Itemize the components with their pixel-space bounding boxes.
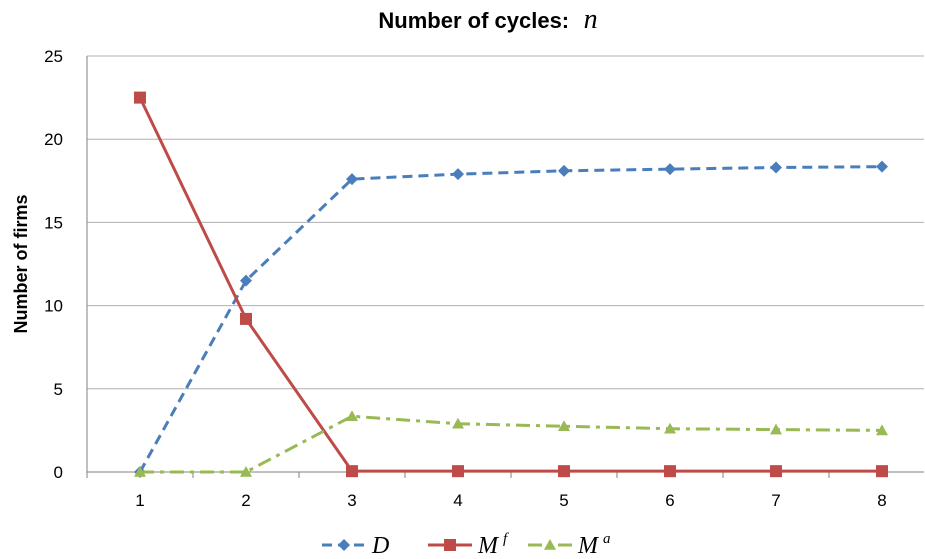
series-group: [134, 91, 888, 478]
series-line: [138, 165, 883, 473]
y-tick-label: 20: [44, 130, 63, 149]
y-tick-label: 5: [54, 380, 63, 399]
data-point: [452, 465, 464, 478]
x-tick-label: 5: [559, 491, 568, 510]
legend-marker: [544, 539, 556, 550]
data-point: [664, 422, 676, 434]
legend-label-name: D: [371, 533, 389, 559]
data-point: [240, 274, 252, 287]
legend-marker: [444, 539, 456, 551]
data-point: [876, 465, 888, 478]
series-M-a: [134, 410, 888, 477]
series-D: [134, 160, 888, 478]
x-tick-label: 1: [135, 491, 144, 510]
legend-marker: [338, 539, 350, 551]
y-tick-label: 10: [44, 297, 63, 316]
data-point: [134, 91, 146, 104]
data-point: [346, 410, 358, 422]
y-tick-label: 25: [44, 47, 63, 66]
data-point: [664, 163, 676, 176]
legend-item: D: [322, 533, 389, 559]
data-point: [770, 161, 782, 174]
data-point: [452, 417, 464, 429]
legend-label: D: [371, 533, 389, 559]
x-tick-label: 6: [665, 491, 674, 510]
chart-title-variable: n: [584, 4, 598, 35]
axes: [86, 56, 924, 478]
data-point: [770, 423, 782, 435]
legend-label-name: M: [477, 533, 500, 559]
x-tick-label: 3: [347, 491, 356, 510]
gridlines: [87, 55, 924, 390]
data-point: [558, 164, 570, 177]
series-M-f: [134, 91, 888, 478]
data-point: [558, 465, 570, 478]
y-tick-label: 0: [54, 463, 63, 482]
chart-title-prefix: Number of cycles:: [378, 8, 569, 33]
legend-label-superscript: f: [503, 531, 509, 547]
chart-title: Number of cycles: n: [378, 4, 597, 35]
data-point: [240, 466, 252, 477]
data-point: [664, 465, 676, 478]
data-point: [134, 466, 146, 477]
x-tick-label: 8: [877, 491, 886, 510]
y-axis-label: Number of firms: [11, 194, 31, 333]
data-point: [770, 465, 782, 478]
legend-label-superscript: a: [603, 531, 611, 547]
x-tick-label: 2: [241, 491, 250, 510]
tick-labels: 0 5 10 15 20 25 1 2 3 4 5 6 7 8: [44, 47, 887, 510]
data-point: [240, 312, 252, 325]
x-tick-label: 4: [453, 491, 462, 510]
series-line: [138, 96, 882, 473]
data-point: [346, 465, 358, 478]
data-point: [558, 420, 570, 432]
data-point: [876, 424, 888, 436]
legend-label-name: M: [577, 533, 600, 559]
data-point: [876, 160, 888, 173]
series-line: [140, 414, 883, 474]
data-point: [346, 173, 358, 186]
x-tick-label: 7: [771, 491, 780, 510]
data-point: [452, 168, 464, 181]
y-tick-label: 15: [44, 213, 63, 232]
